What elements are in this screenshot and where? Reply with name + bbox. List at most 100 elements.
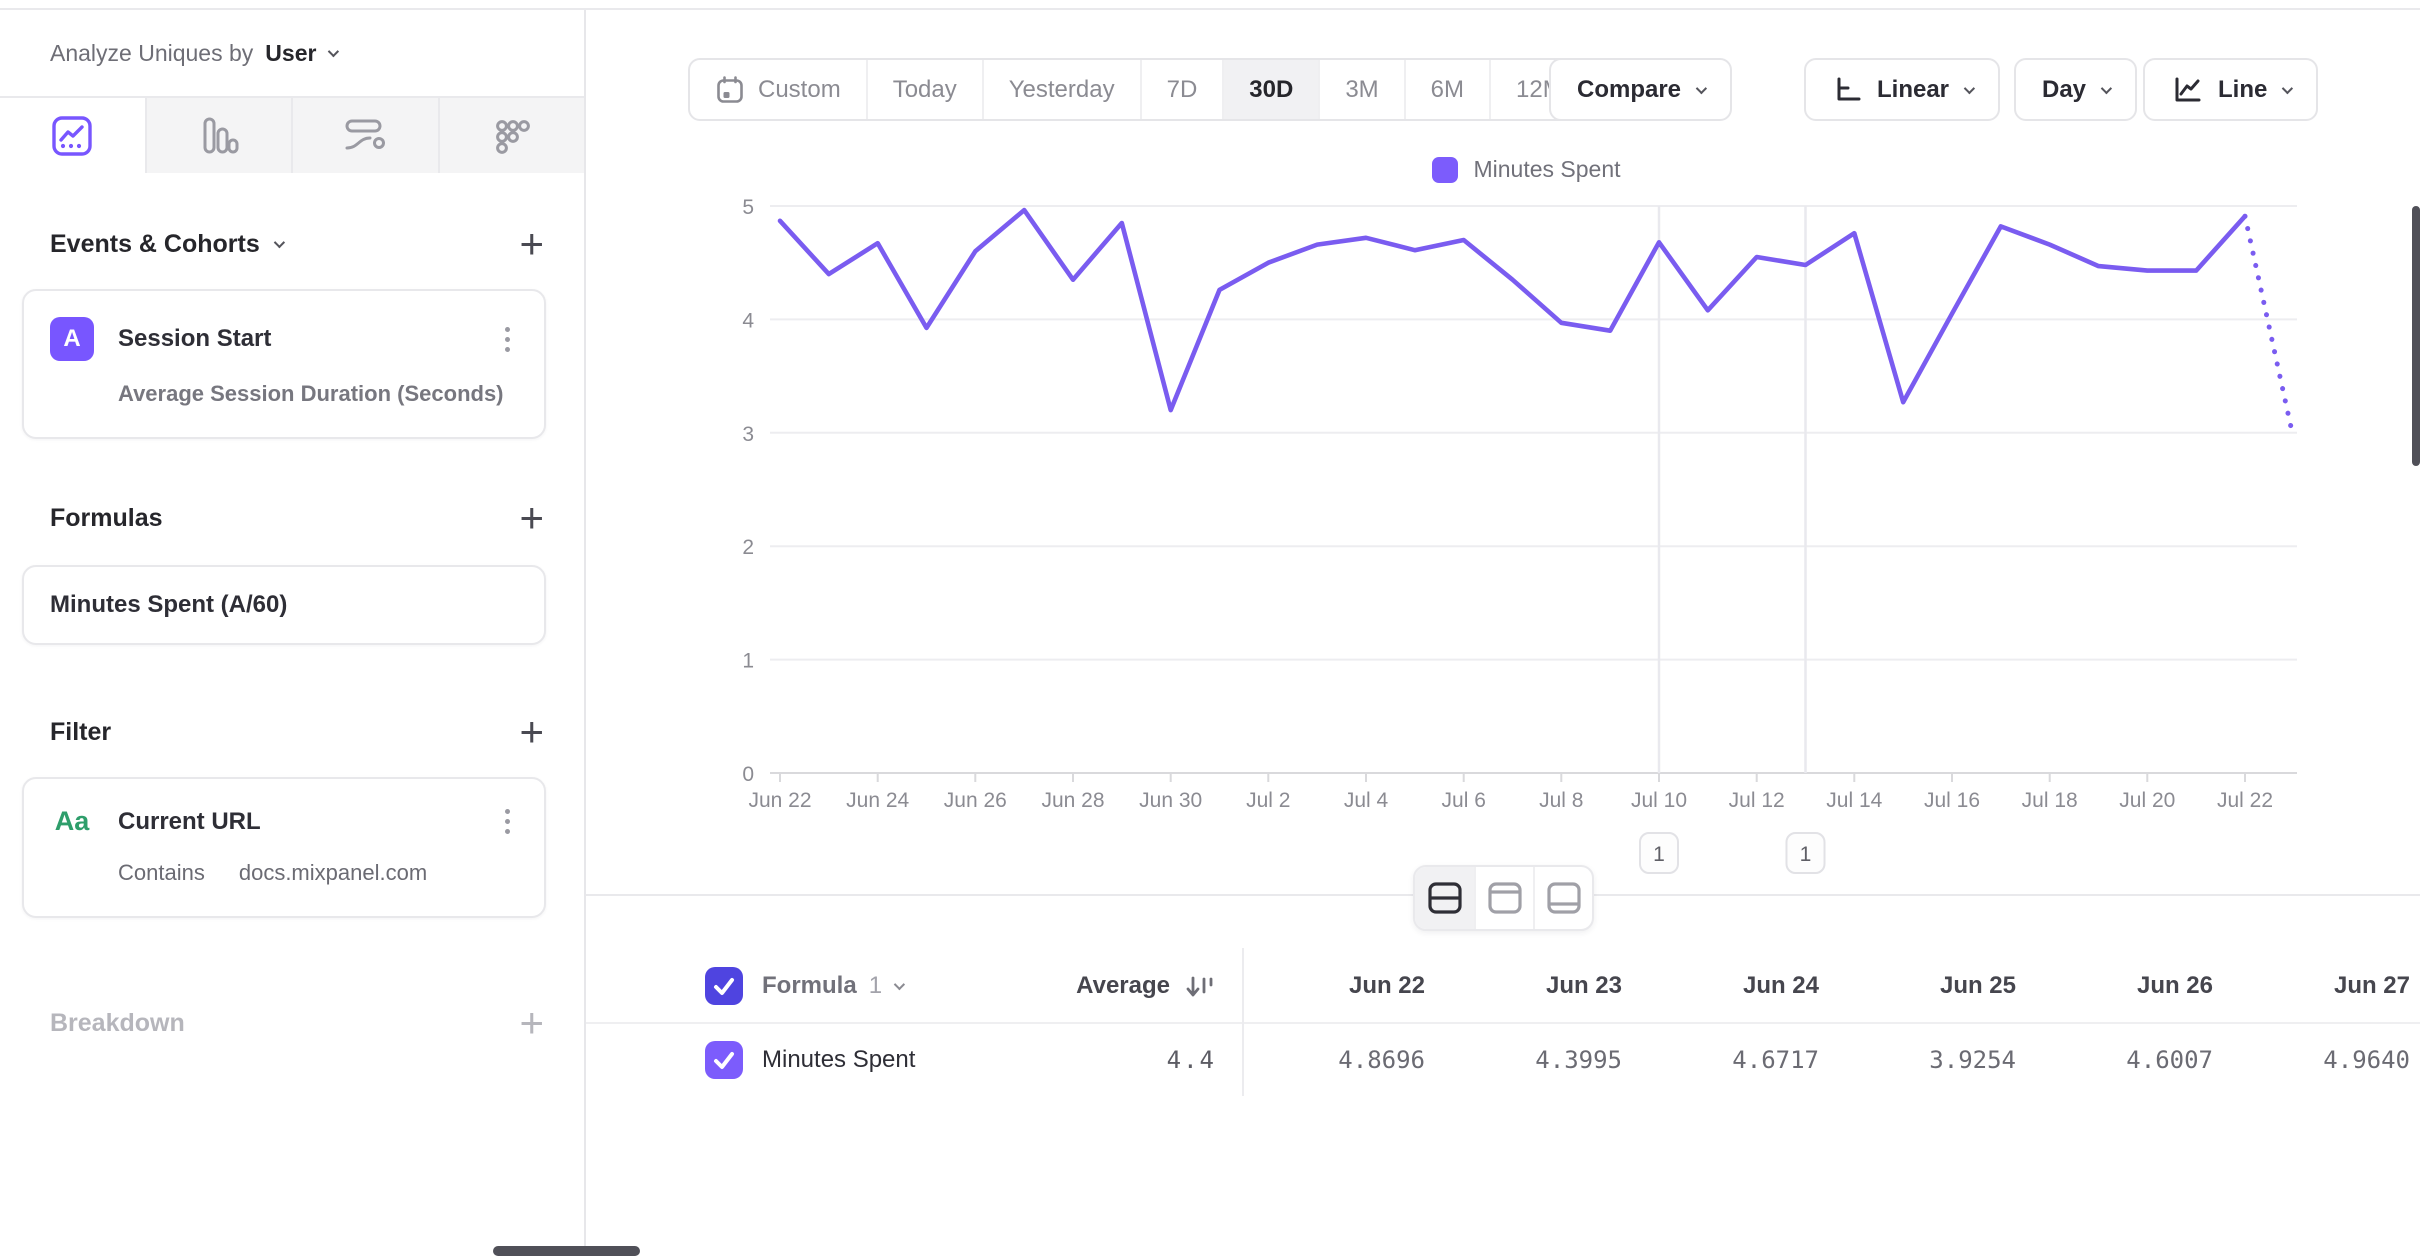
table-column-header[interactable]: Jun 25 — [1939, 972, 2016, 999]
kebab-menu-icon[interactable] — [497, 323, 518, 356]
event-card-session-start[interactable]: A Session Start Average Session Duration… — [22, 289, 546, 439]
select-all-checkbox[interactable] — [705, 967, 743, 1005]
x-axis-tick-label: Jun 28 — [1041, 789, 1104, 812]
annotation-badge[interactable]: 1 — [1785, 832, 1826, 874]
y-axis-tick-label: 1 — [742, 650, 754, 673]
legend-item-minutes-spent[interactable]: Minutes Spent — [1432, 156, 1621, 183]
filter-value[interactable]: docs.mixpanel.com — [238, 860, 428, 885]
string-property-badge: Aa — [54, 806, 90, 836]
svg-text:1: 1 — [1800, 843, 1812, 866]
events-cohorts-title: Events & Cohorts — [50, 229, 260, 258]
x-axis-tick-label: Jul 20 — [2119, 789, 2175, 812]
breakdown-title: Breakdown — [50, 1008, 185, 1037]
y-axis-tick-label: 3 — [742, 423, 754, 446]
add-filter-button[interactable]: + — [519, 708, 544, 755]
filter-header: Filter + — [0, 708, 584, 755]
table-column-header[interactable]: Jun 26 — [2136, 972, 2213, 999]
table-value-cell: 4.6717 — [1732, 1046, 1819, 1074]
chart-legend: Minutes Spent — [770, 156, 2283, 183]
table-value-cell: 4.3995 — [1535, 1046, 1622, 1074]
range-today[interactable]: Today — [865, 60, 982, 119]
y-axis-tick-label: 2 — [742, 536, 754, 559]
chart-type-line-dropdown[interactable]: Line — [2143, 58, 2319, 121]
chevron-down-icon[interactable] — [273, 236, 285, 249]
annotation-badge[interactable]: 1 — [1639, 832, 1679, 874]
add-breakdown-button[interactable]: + — [519, 999, 544, 1046]
x-axis-tick-label: Jun 24 — [846, 789, 909, 812]
chevron-down-icon[interactable] — [328, 45, 340, 58]
event-name[interactable]: Session Start — [118, 325, 272, 352]
x-axis-tick-label: Jul 4 — [1344, 789, 1389, 812]
y-axis-tick-label: 5 — [742, 196, 754, 219]
analyze-by-label: Analyze Uniques by — [50, 39, 254, 66]
table-value-cell: 4.9640 — [2323, 1046, 2410, 1074]
table-column-header[interactable]: Jun 22 — [1348, 972, 1425, 999]
toggle-table-only[interactable] — [1533, 867, 1592, 929]
formulas-title: Formulas — [50, 503, 163, 532]
tab-bar-chart[interactable] — [144, 98, 291, 173]
series-name-cell[interactable]: Minutes Spent — [762, 1046, 916, 1073]
split-view-icon — [1427, 882, 1462, 914]
filter-card-current-url[interactable]: Aa Current URL Contains docs.mixpanel.co… — [22, 777, 546, 918]
filter-title: Filter — [50, 717, 112, 746]
table-row-minutes-spent: Minutes Spent 4.4 4.8696 4.3995 4.6717 3.92… — [586, 1024, 2420, 1096]
visualization-tabbar — [0, 96, 584, 173]
compare-button[interactable]: Compare — [1549, 58, 1733, 121]
scale-linear-dropdown[interactable]: Linear — [1804, 58, 2001, 121]
horizontal-scrollbar-thumb[interactable] — [493, 1246, 640, 1256]
formulas-header: Formulas + — [0, 494, 584, 541]
range-yesterday[interactable]: Yesterday — [981, 60, 1140, 119]
formula-card[interactable]: Minutes Spent (A/60) — [22, 565, 546, 645]
line-chart-plot[interactable]: 0 1 2 3 4 5 Jun 22 Jun 24 Jun 26 Jun 28 Jun 30 Jul … — [600, 141, 2380, 891]
y-axis-tick-label: 4 — [742, 309, 754, 332]
table-column-header[interactable]: Jun 23 — [1545, 972, 1622, 999]
chart-type-label: Line — [2218, 75, 2268, 103]
sort-icon[interactable] — [1182, 971, 1216, 1001]
range-30d[interactable]: 30D — [1222, 60, 1319, 119]
scale-label: Linear — [1877, 75, 1950, 103]
y-axis-tick-label: 0 — [742, 763, 754, 786]
tab-insights-line-chart[interactable] — [0, 98, 145, 173]
kebab-menu-icon[interactable] — [497, 805, 518, 838]
table-value-cell: 3.9254 — [1929, 1046, 2016, 1074]
line-chart-tab-icon — [52, 115, 92, 156]
add-formula-button[interactable]: + — [519, 494, 544, 541]
table-column-header[interactable]: Jun 27 — [2333, 972, 2410, 999]
bar-chart-tab-icon — [203, 117, 239, 153]
x-axis-tick-label: Jul 16 — [1924, 789, 1980, 812]
x-axis-tick-label: Jul 22 — [2217, 789, 2273, 812]
range-3m[interactable]: 3M — [1318, 60, 1403, 119]
table-header-row: Formula 1 Average Jun 22 Jun 23 Jun 24 Jun … — [586, 950, 2420, 1022]
range-6m[interactable]: 6M — [1403, 60, 1489, 119]
line-series-minutes-spent[interactable] — [777, 207, 2248, 413]
x-axis-tick-label: Jun 30 — [1139, 789, 1202, 812]
row-checkbox[interactable] — [705, 1041, 743, 1079]
filter-property-name[interactable]: Current URL — [118, 807, 261, 835]
events-cohorts-header: Events & Cohorts + — [0, 220, 584, 267]
tab-flows[interactable] — [291, 98, 438, 173]
range-custom[interactable]: Custom — [690, 60, 866, 119]
add-event-button[interactable]: + — [519, 220, 544, 267]
event-metric[interactable]: Average Session Duration (Seconds) — [118, 381, 504, 406]
average-value-cell: 4.4 — [1166, 1046, 1216, 1074]
x-axis-tick-label: Jul 2 — [1246, 789, 1290, 812]
table-header-separator — [586, 1022, 2420, 1024]
average-column-header[interactable]: Average — [1076, 972, 1170, 999]
chevron-down-icon[interactable] — [893, 978, 906, 991]
formula-expression[interactable]: Minutes Spent (A/60) — [50, 591, 288, 618]
toggle-chart-only[interactable] — [1474, 867, 1533, 929]
range-7d[interactable]: 7D — [1139, 60, 1223, 119]
analyze-by-value[interactable]: User — [265, 39, 317, 66]
toggle-split-view[interactable] — [1415, 867, 1474, 929]
vertical-scrollbar-thumb[interactable] — [2412, 206, 2420, 466]
check-icon — [714, 978, 734, 995]
table-column-header[interactable]: Jun 24 — [1742, 972, 1819, 999]
tab-retention-grid[interactable] — [437, 98, 584, 173]
filter-operator[interactable]: Contains — [118, 860, 205, 885]
group-number: 1 — [868, 972, 883, 999]
chevron-down-icon — [2100, 82, 2113, 94]
x-axis-tick-label: Jul 8 — [1539, 789, 1583, 812]
line-series-partial-dotted — [2242, 213, 2294, 430]
interval-day-dropdown[interactable]: Day — [2014, 58, 2138, 121]
group-label[interactable]: Formula — [762, 972, 857, 999]
